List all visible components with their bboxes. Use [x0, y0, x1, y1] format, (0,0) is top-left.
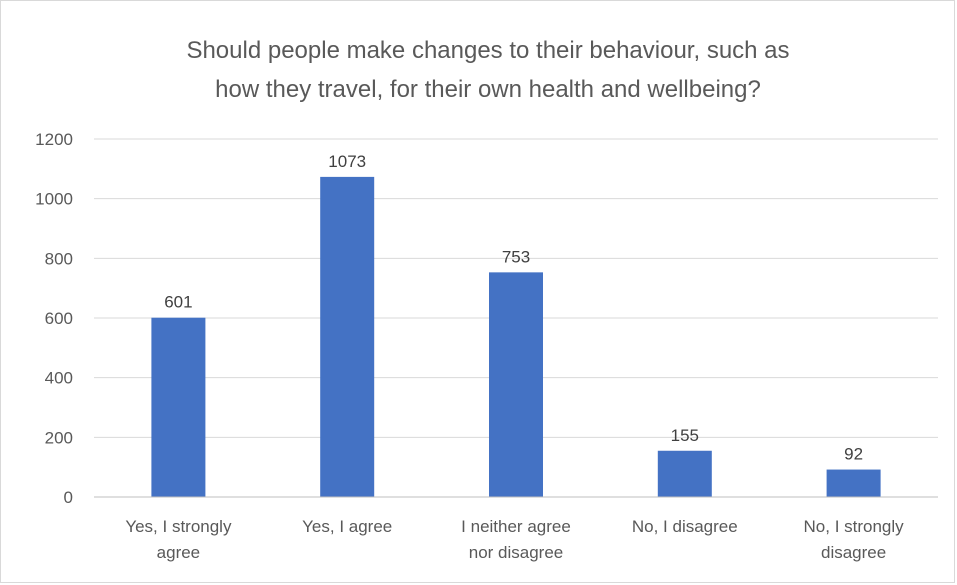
chart-title-line-1: Should people make changes to their beha… [186, 37, 789, 64]
chart-title: Should people make changes to their beha… [186, 37, 789, 103]
y-tick-label: 0 [64, 488, 73, 507]
x-axis-category-labels: Yes, I strongly agree Yes, I agree I neithe… [125, 517, 904, 562]
y-tick-label: 400 [45, 369, 73, 388]
chart-title-line-2: how they travel, for their own health an… [215, 76, 761, 103]
y-tick-label: 200 [45, 428, 73, 447]
bar [151, 317, 206, 497]
y-axis-tick-labels: 0 200 400 600 800 1000 1200 [35, 130, 73, 507]
x-category-label: agree [157, 543, 200, 562]
bars [151, 176, 881, 497]
bar [320, 176, 375, 497]
y-tick-label: 1000 [35, 190, 73, 209]
x-category-label: disagree [821, 543, 886, 562]
x-category-label: Yes, I agree [302, 517, 392, 536]
x-category-label: No, I strongly [804, 517, 905, 536]
y-tick-label: 800 [45, 249, 73, 268]
data-label: 1073 [328, 152, 366, 171]
bar [489, 272, 543, 497]
x-category-label: No, I disagree [632, 517, 738, 536]
bar [657, 450, 712, 497]
data-labels: 601 1073 753 155 92 [164, 152, 863, 464]
y-tick-label: 600 [45, 309, 73, 328]
data-label: 601 [164, 293, 192, 312]
bar [826, 469, 881, 497]
x-category-label: nor disagree [469, 543, 564, 562]
y-tick-label: 1200 [35, 130, 73, 149]
data-label: 92 [844, 445, 863, 464]
gridlines [94, 138, 938, 438]
data-label: 155 [671, 426, 699, 445]
x-category-label: I neither agree [461, 517, 571, 536]
data-label: 753 [502, 247, 530, 266]
x-category-label: Yes, I strongly [125, 517, 232, 536]
